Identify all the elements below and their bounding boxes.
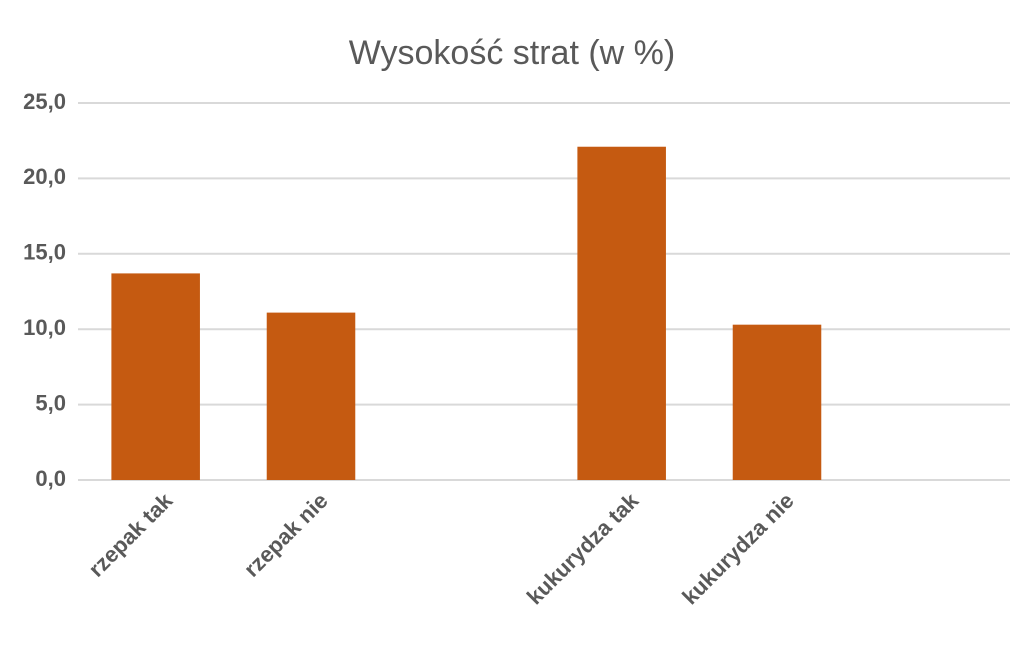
- x-tick-label: rzepak nie: [239, 488, 333, 582]
- y-tick-label: 10,0: [23, 315, 66, 340]
- y-tick-label: 15,0: [23, 240, 66, 265]
- x-tick-label: rzepak tak: [84, 487, 178, 581]
- y-tick-label: 20,0: [23, 164, 66, 189]
- x-tick-label: kukurydza nie: [677, 488, 798, 609]
- bar: [266, 312, 356, 480]
- y-tick-label: 25,0: [23, 89, 66, 114]
- bar: [111, 273, 200, 480]
- bar: [577, 146, 666, 480]
- y-tick-label: 5,0: [35, 390, 66, 415]
- chart-title: Wysokość strat (w %): [349, 34, 676, 72]
- y-tick-label: 0,0: [35, 466, 66, 491]
- bar: [732, 324, 822, 480]
- x-tick-label: kukurydza tak: [522, 487, 644, 609]
